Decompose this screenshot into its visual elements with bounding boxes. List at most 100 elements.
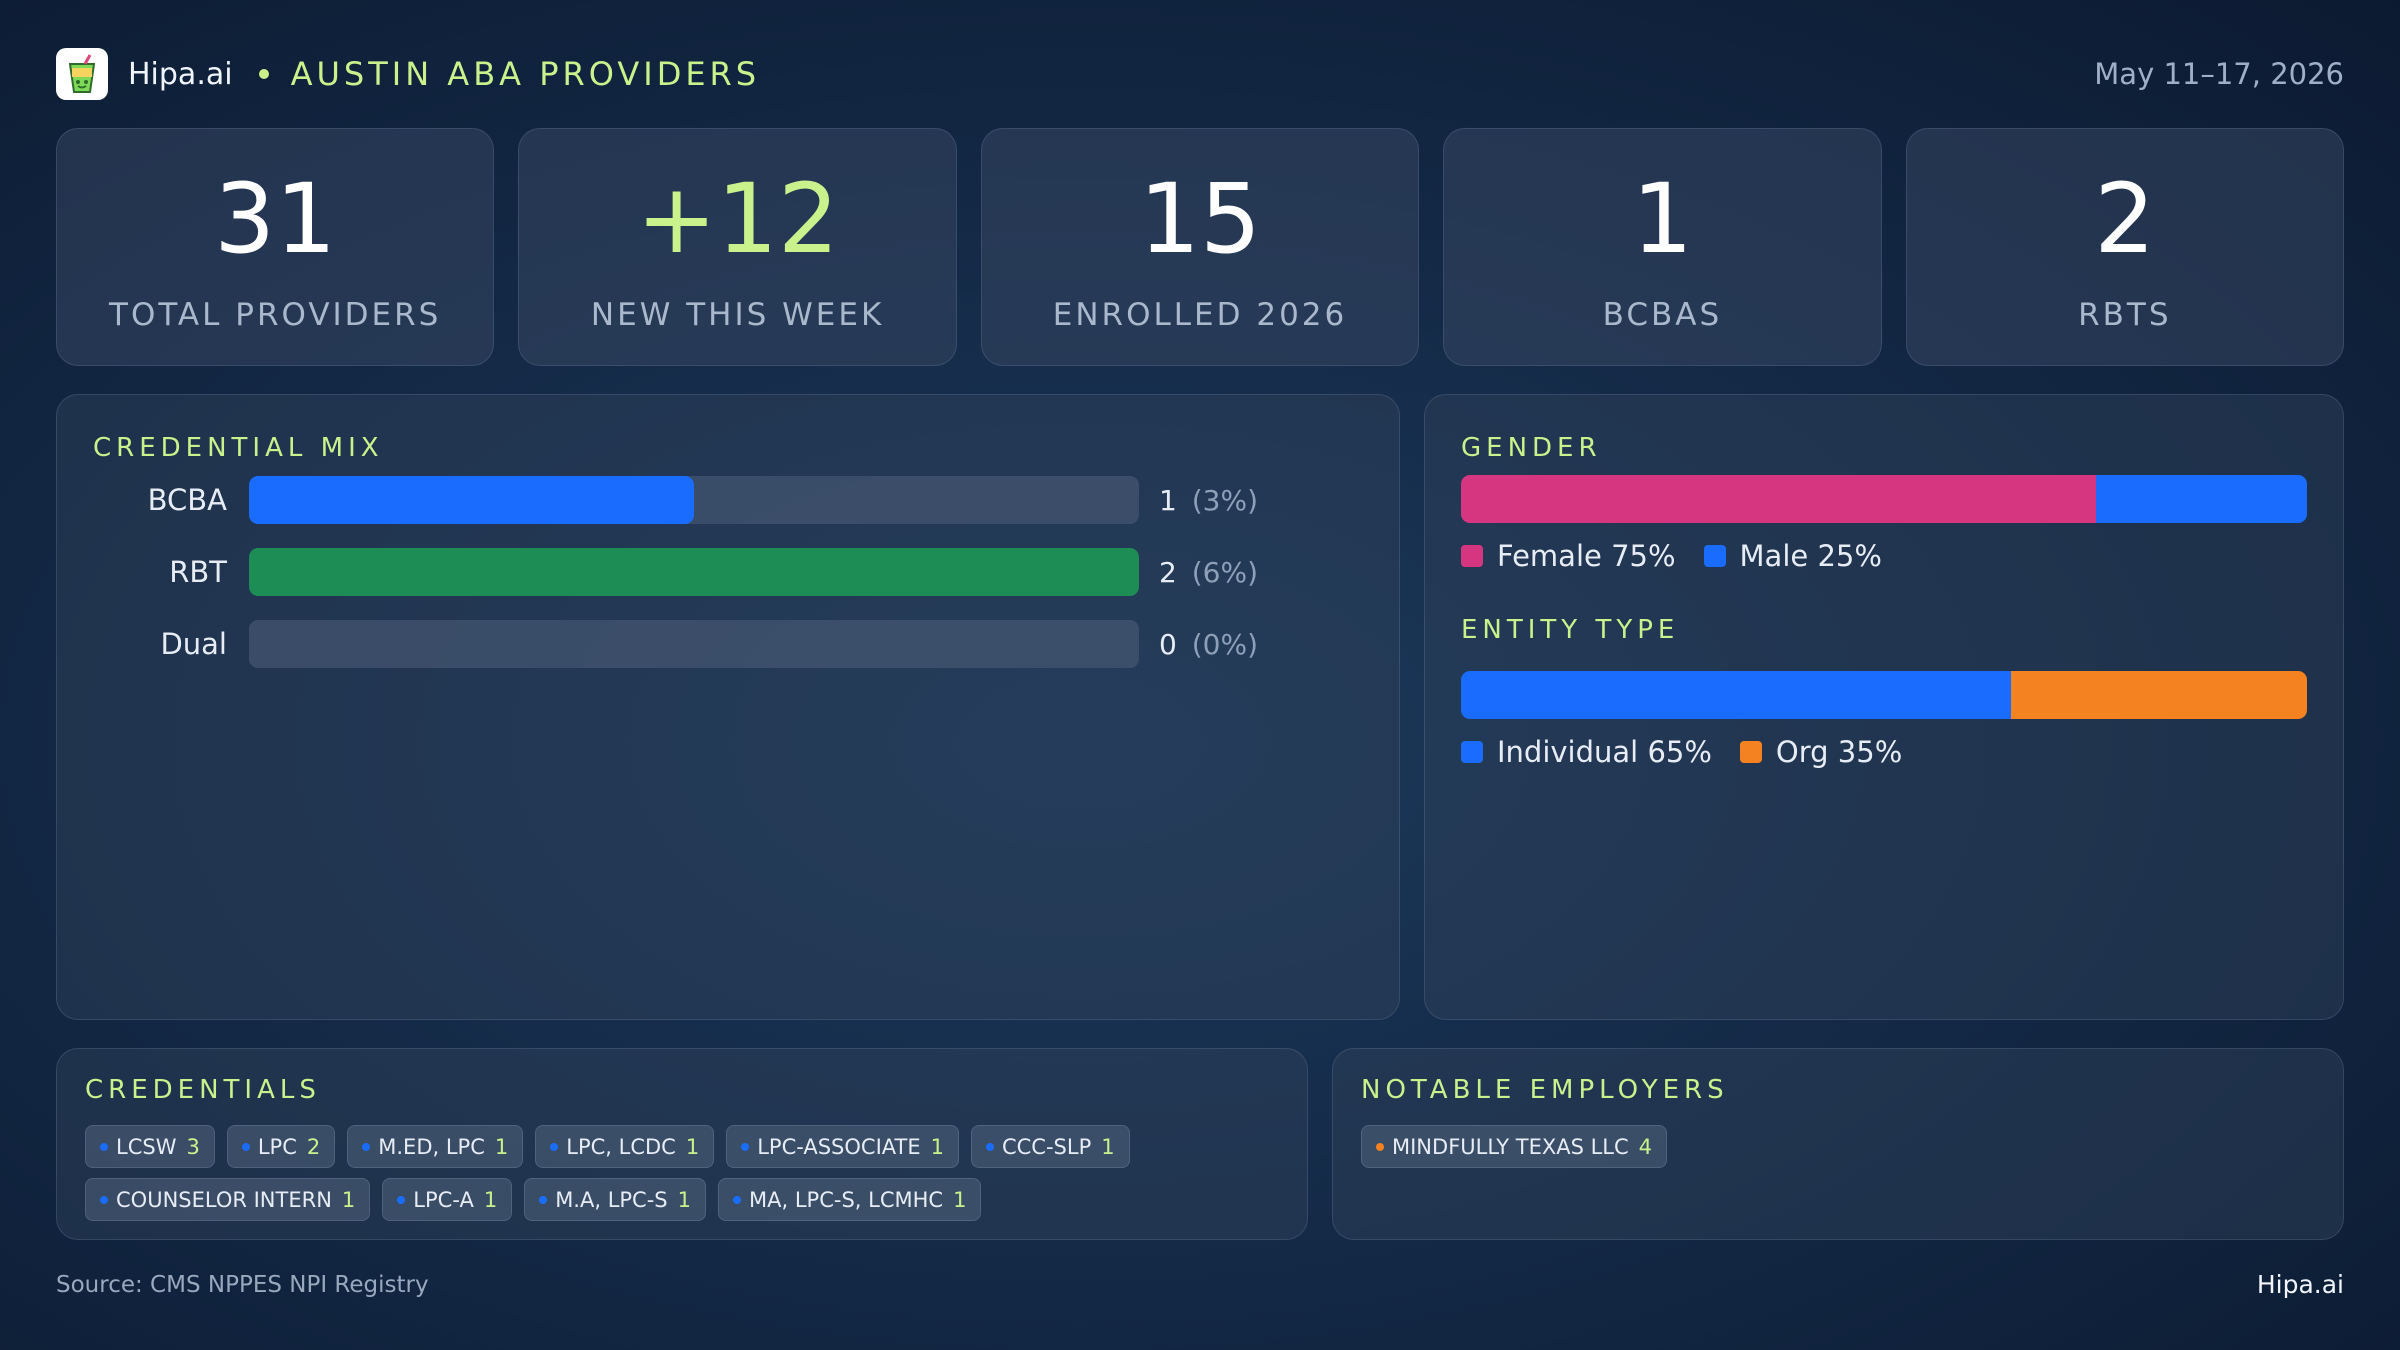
legend-swatch [1703, 545, 1726, 567]
header: Hipa.ai AUSTIN ABA PROVIDERS May 11–17, … [56, 48, 2344, 100]
bar-count: 2 [1159, 555, 1177, 589]
chip-dot [397, 1195, 406, 1204]
stat-cards: 31 TOTAL PROVIDERS +12 NEW THIS WEEK 15 … [56, 128, 2345, 366]
chip: LCSW 3 [85, 1125, 215, 1168]
bar-percent: (6%) [1191, 555, 1259, 589]
legend-label: Male 25% [1739, 539, 1882, 573]
bar-value: 1 (3%) [1159, 484, 1258, 517]
chip-dot [362, 1142, 371, 1151]
chip: CCC-SLP 1 [970, 1125, 1130, 1168]
legend-label: Org 35% [1775, 735, 1903, 769]
bar-label: BCBA [147, 483, 227, 517]
chip-label: LPC, LCDC [566, 1134, 676, 1159]
chip-label: MINDFULLY TEXAS LLC [1392, 1134, 1629, 1159]
chip: COUNSELOR INTERN 1 [85, 1178, 371, 1221]
chip-label: LCSW [116, 1134, 177, 1159]
stat-value: 15 [1138, 163, 1262, 275]
stat-value: +12 [636, 163, 839, 275]
source-note: Source: CMS NPPES NPI Registry [56, 1272, 429, 1298]
entity-segment-individual [1461, 671, 2011, 719]
chip: MINDFULLY TEXAS LLC 4 [1361, 1125, 1668, 1168]
chip-dot [100, 1142, 108, 1151]
legend-swatch [1739, 741, 1762, 763]
legend-item-male: Male 25% [1703, 539, 1882, 573]
employer-chip-list: MINDFULLY TEXAS LLC 4 [1361, 1125, 2323, 1168]
bar-track [249, 476, 1139, 524]
chip-dot [241, 1142, 250, 1151]
chip-label: M.A, LPC-S [555, 1187, 668, 1212]
chip-count: 1 [677, 1187, 692, 1212]
gender-stacked-bar [1461, 475, 2307, 523]
bar-value: 2 (6%) [1159, 556, 1258, 589]
panel-title: CREDENTIALS [85, 1075, 321, 1105]
credential-chip-list: LCSW 3 LPC 2 M.ED, LPC 1 LPC, LCDC 1 LPC-ASSOCIA… [85, 1125, 1287, 1221]
chip-count: 1 [685, 1134, 700, 1159]
legend-item-individual: Individual 65% [1461, 735, 1712, 769]
stat-label: RBTS [2078, 297, 2172, 333]
chip-label: M.ED, LPC [378, 1134, 485, 1159]
entity-segment-org [2010, 671, 2307, 719]
gender-title: GENDER [1461, 433, 1602, 463]
chip-dot [985, 1142, 994, 1151]
employers-panel: NOTABLE EMPLOYERS MINDFULLY TEXAS LLC 4 [1332, 1048, 2344, 1240]
credentials-panel: CREDENTIALS LCSW 3 LPC 2 M.ED, LPC 1 LPC, LCDC… [56, 1048, 1308, 1240]
chip-count: 2 [306, 1134, 321, 1159]
legend-item-org: Org 35% [1739, 735, 1903, 769]
bar-count: 1 [1159, 483, 1177, 517]
entity-type-title: ENTITY TYPE [1461, 615, 1680, 645]
chip-count: 1 [483, 1187, 498, 1212]
legend-swatch [1461, 741, 1483, 763]
date-range: May 11–17, 2026 [2094, 57, 2344, 91]
credential-mix-panel: CREDENTIAL MIX BCBA 1 (3%) RBT 2 (6%) Du… [56, 394, 1400, 1020]
chip: LPC, LCDC 1 [535, 1125, 715, 1168]
stat-label: TOTAL PROVIDERS [109, 297, 442, 333]
bar-row-dual: Dual 0 (0%) [93, 619, 1258, 669]
bar-percent: (3%) [1191, 483, 1259, 517]
chip-label: MA, LPC-S, LCMHC [749, 1187, 944, 1212]
brand-name: Hipa.ai [128, 56, 233, 92]
chip: M.ED, LPC 1 [347, 1125, 524, 1168]
chip: M.A, LPC-S 1 [524, 1178, 707, 1221]
bar-fill-rbt [249, 548, 1139, 596]
stat-label: BCBAS [1602, 297, 1723, 333]
bar-label: Dual [160, 627, 227, 661]
bar-value: 0 (0%) [1159, 628, 1258, 661]
bar-fill-bcba [249, 476, 694, 524]
chip-label: LPC-ASSOCIATE [757, 1134, 921, 1159]
chip: LPC-A 1 [382, 1178, 513, 1221]
bar-count: 0 [1159, 627, 1177, 661]
entity-legend: Individual 65% Org 35% [1461, 735, 1902, 769]
chip-dot [100, 1195, 108, 1204]
chip: LPC-ASSOCIATE 1 [726, 1125, 959, 1168]
stat-label: ENROLLED 2026 [1052, 297, 1348, 333]
stat-card-total-providers: 31 TOTAL PROVIDERS [56, 128, 495, 366]
chip: LPC 2 [226, 1125, 336, 1168]
chip-count: 1 [953, 1187, 967, 1212]
footer-brand: Hipa.ai [2256, 1270, 2344, 1299]
stat-card-enrolled: 15 ENROLLED 2026 [980, 128, 1420, 366]
chip-label: LPC [257, 1134, 297, 1159]
panel-title: CREDENTIAL MIX [93, 433, 384, 463]
chip-dot [733, 1195, 742, 1204]
chip-dot [539, 1195, 548, 1204]
demographics-panel: GENDER Female 75% Male 25% ENTITY TYPE I… [1424, 394, 2344, 1020]
entity-stacked-bar [1461, 671, 2307, 719]
separator-dot [258, 69, 269, 79]
bar-row-rbt: RBT 2 (6%) [93, 547, 1258, 597]
chip-label: COUNSELOR INTERN [116, 1187, 332, 1212]
chip-dot [741, 1142, 750, 1151]
chip-count: 1 [341, 1187, 356, 1212]
bar-label: RBT [169, 555, 227, 589]
gender-segment-male [2095, 475, 2307, 523]
chip-count: 1 [494, 1134, 509, 1159]
chip-label: LPC-A [413, 1187, 474, 1212]
panel-title: NOTABLE EMPLOYERS [1361, 1075, 1729, 1105]
gender-legend: Female 75% Male 25% [1461, 539, 1882, 573]
chip-dot [550, 1142, 559, 1151]
stat-label: NEW THIS WEEK [590, 297, 885, 333]
stat-card-bcbas: 1 BCBAS [1443, 128, 1882, 366]
legend-label: Individual 65% [1497, 735, 1712, 769]
chip: MA, LPC-S, LCMHC 1 [718, 1178, 982, 1221]
legend-item-female: Female 75% [1461, 539, 1676, 573]
dashboard-title: AUSTIN ABA PROVIDERS [290, 55, 761, 93]
